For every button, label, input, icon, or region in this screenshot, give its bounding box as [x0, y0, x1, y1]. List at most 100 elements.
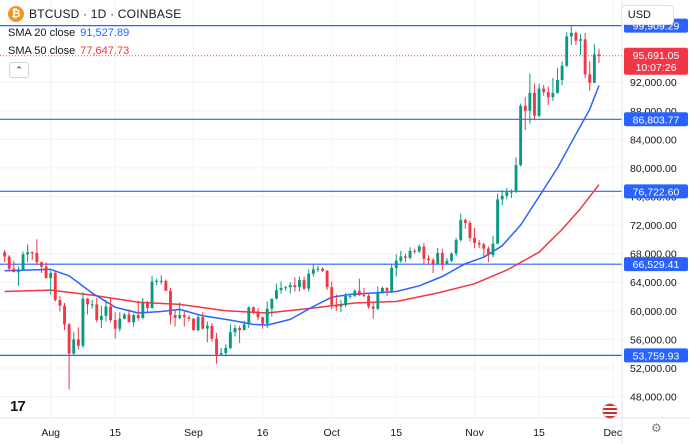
- candle-body: [450, 253, 453, 261]
- candle-body: [173, 315, 177, 318]
- sma50-label: SMA 50 close: [8, 45, 76, 57]
- candle-body: [288, 285, 292, 288]
- grid: [0, 0, 622, 418]
- candle-body: [348, 295, 352, 297]
- candle-body: [496, 199, 500, 244]
- price-labels: 99,909.2986,803.7776,722.6066,529.4153,7…: [624, 18, 688, 363]
- candle-body: [482, 244, 486, 249]
- candle-body: [44, 266, 48, 278]
- candle-body: [546, 92, 550, 98]
- candle-body: [597, 54, 601, 56]
- bitcoin-icon: ₿: [8, 6, 24, 22]
- candle-body: [219, 352, 223, 355]
- candle-body: [284, 287, 288, 289]
- candle-body: [187, 317, 191, 319]
- candle-body: [542, 88, 546, 93]
- candle-body: [12, 268, 16, 273]
- price-tick-label: 92,000.00: [630, 77, 677, 89]
- candle-body: [371, 306, 375, 309]
- time-axis[interactable]: Aug 15 Sep 16 Oct 15 Nov 15 Dec: [0, 417, 690, 439]
- candle-body: [579, 39, 582, 41]
- sma50-value: 77,647.73: [80, 45, 130, 57]
- candle-body: [362, 295, 366, 297]
- candle-body: [459, 220, 463, 241]
- candle-body: [26, 252, 30, 255]
- candle-body: [141, 302, 145, 318]
- candle-body: [242, 324, 246, 331]
- candle-body: [72, 339, 76, 354]
- horizontal-level-label: 53,759.93: [633, 350, 680, 362]
- candle-body: [40, 262, 43, 267]
- candle-body: [210, 325, 214, 339]
- candle-body: [298, 280, 301, 288]
- horizontal-level-tag: [624, 348, 688, 363]
- candle-body: [316, 268, 320, 270]
- candle-body: [53, 272, 57, 301]
- candle-body: [67, 324, 71, 354]
- candle-body: [560, 65, 564, 81]
- sma20-label: SMA 20 close: [8, 27, 76, 39]
- candle-body: [90, 304, 94, 306]
- candle-body: [551, 92, 555, 98]
- sma20-value: 91,527.89: [80, 27, 130, 39]
- symbol-header[interactable]: ₿ BTCUSD · 1D · COINBASE: [8, 6, 181, 22]
- price-tick-label: 84,000.00: [630, 134, 677, 146]
- candle-body: [261, 317, 265, 324]
- sma50-line: [4, 184, 600, 314]
- time-tick-label: 16: [257, 427, 269, 439]
- candle-body: [311, 269, 315, 274]
- sma50-legend[interactable]: SMA 50 close 77,647.73: [8, 45, 129, 57]
- time-tick-label: Nov: [465, 427, 484, 439]
- collapse-legend-button[interactable]: ⌃: [9, 62, 29, 78]
- price-tick-label: 56,000.00: [630, 334, 677, 346]
- candle-body: [427, 258, 430, 261]
- horizontal-level-label: 66,529.41: [633, 259, 680, 271]
- symbol-title[interactable]: BTCUSD · 1D · COINBASE: [29, 7, 182, 21]
- candle-body: [228, 332, 232, 348]
- candle-body: [523, 105, 527, 111]
- candle-body: [81, 298, 85, 346]
- candle-body: [505, 192, 509, 196]
- candle-body: [344, 295, 347, 306]
- candle-body: [58, 300, 62, 306]
- current-price-tag: [624, 47, 688, 75]
- candle-body: [463, 220, 467, 223]
- candle-body: [182, 315, 186, 318]
- candle-body: [574, 32, 578, 41]
- candle-body: [473, 237, 476, 243]
- candle-body: [159, 280, 163, 282]
- candle-body: [431, 260, 435, 264]
- currency-selector[interactable]: USD: [620, 5, 674, 25]
- candle-body: [334, 305, 338, 307]
- candle-body: [353, 290, 357, 296]
- candle-body: [215, 338, 218, 355]
- candle-body: [275, 290, 278, 299]
- candle-body: [256, 311, 260, 318]
- horizontal-levels[interactable]: [0, 25, 622, 357]
- candle-body: [86, 298, 89, 305]
- candle-body: [35, 252, 39, 263]
- candle-body: [155, 280, 159, 282]
- candle-body: [17, 269, 20, 273]
- candle-body: [127, 314, 131, 323]
- candle-body: [146, 302, 149, 308]
- candle-body: [169, 290, 172, 316]
- time-tick-label: Sep: [184, 427, 203, 439]
- sma20-legend[interactable]: SMA 20 close 91,527.89: [8, 27, 129, 39]
- candle-body: [118, 318, 122, 329]
- candle-body: [367, 295, 371, 307]
- gear-icon[interactable]: ⚙: [651, 421, 662, 435]
- time-tick-label: 15: [390, 427, 402, 439]
- candle-body: [321, 268, 324, 271]
- price-tick-label: 48,000.00: [630, 392, 677, 404]
- candle-body: [224, 347, 228, 353]
- time-tick-label: Dec: [603, 427, 622, 439]
- candle-body: [265, 308, 269, 324]
- candle-body: [399, 256, 403, 261]
- price-tick-label: 52,000.00: [630, 363, 677, 375]
- us-flag-icon[interactable]: [602, 403, 618, 419]
- price-tick-label: 60,000.00: [630, 306, 677, 318]
- horizontal-level-label: 76,722.60: [633, 186, 680, 198]
- candles: [3, 26, 601, 390]
